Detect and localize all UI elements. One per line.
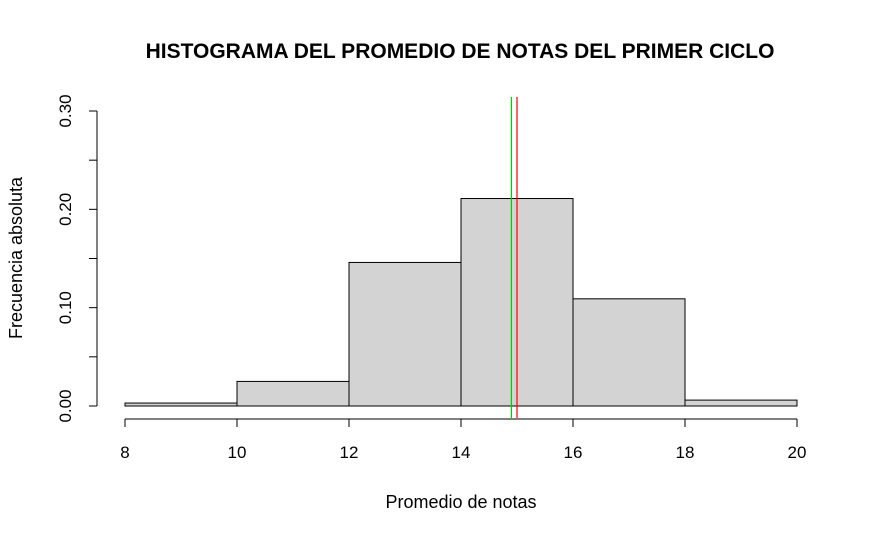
- y-axis: 0.00 0.10 0.20 0.30: [56, 94, 98, 423]
- reference-lines: [510, 97, 518, 418]
- x-tick-label-6: 20: [788, 443, 807, 462]
- histogram-bar-2: [348, 261, 462, 407]
- y-tick-label-2: 0.10: [56, 291, 75, 324]
- histogram-bar-4: [572, 298, 686, 407]
- y-tick-label-0: 0.00: [56, 389, 75, 422]
- x-axis: 8 10 12 14 16 18 20: [120, 418, 807, 462]
- x-tick-label-1: 10: [228, 443, 247, 462]
- x-axis-label: Promedio de notas: [385, 492, 536, 512]
- x-tick-label-2: 12: [340, 443, 359, 462]
- histogram-bar-1: [236, 380, 350, 407]
- x-tick-label-3: 14: [452, 443, 471, 462]
- x-tick-label-5: 18: [676, 443, 695, 462]
- y-tick-label-4: 0.20: [56, 193, 75, 226]
- histogram-bars: [124, 198, 798, 407]
- x-tick-label-0: 8: [120, 443, 129, 462]
- chart-title: HISTOGRAMA DEL PROMEDIO DE NOTAS DEL PRI…: [146, 40, 775, 63]
- histogram-bar-0: [124, 402, 238, 407]
- histogram-bar-5: [684, 399, 798, 407]
- x-tick-label-4: 16: [564, 443, 583, 462]
- y-tick-label-6: 0.30: [56, 94, 75, 127]
- y-axis-label: Frecuencia absoluta: [6, 176, 26, 339]
